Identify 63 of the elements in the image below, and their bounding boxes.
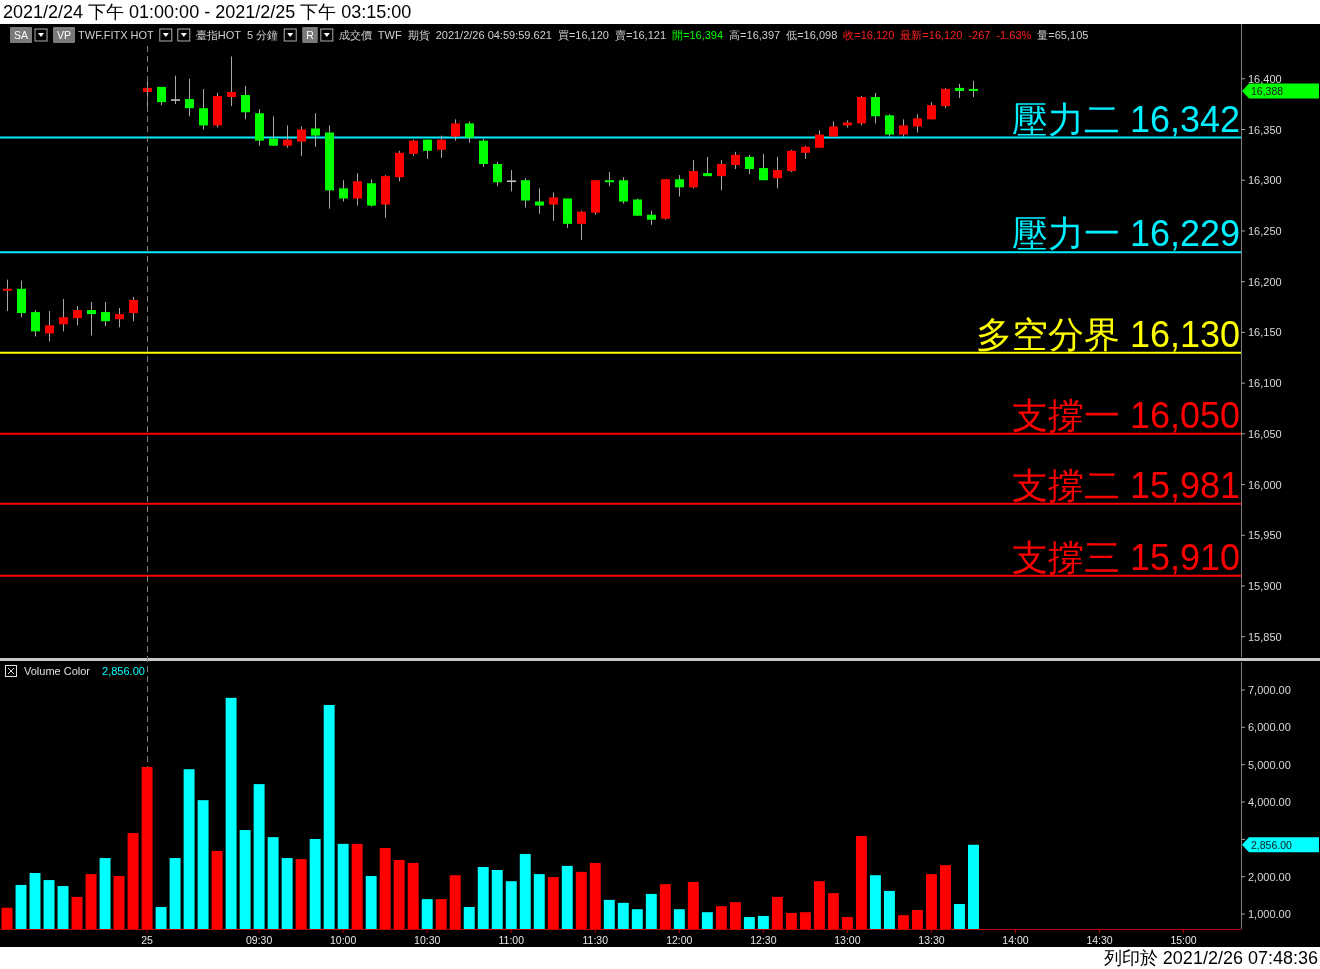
x-tick-label: 25 — [141, 934, 153, 946]
x-tick-label: 13:00 — [834, 934, 861, 946]
strip-text: 臺指HOT — [195, 29, 242, 41]
last-value-label: 16,388 — [1251, 84, 1284, 97]
y-tick-label: 16,150 — [1248, 326, 1282, 339]
strip-text: 賣=16,121 — [614, 29, 667, 41]
x-tick-label: 10:30 — [414, 934, 441, 946]
y-tick-label: 6,000.00 — [1248, 721, 1291, 734]
x-tick-label: 12:30 — [750, 934, 777, 946]
strip-text: 最新=16,120 — [900, 29, 963, 41]
strip-button-label: R — [306, 29, 314, 41]
y-tick-label: 15,850 — [1248, 630, 1282, 643]
y-tick-label: 16,250 — [1248, 224, 1282, 237]
legend-value: 2,856.00 — [102, 665, 145, 677]
strip-text: 成交價 — [338, 29, 372, 41]
y-tick-label: 16,300 — [1248, 174, 1282, 187]
strip-text: TWF — [377, 29, 402, 41]
strip-button-label: SA — [14, 29, 28, 41]
ref-line-label: 支撐一 16,050 — [1011, 394, 1240, 436]
last-value-label: 2,856.00 — [1251, 838, 1292, 851]
x-tick-label: 10:00 — [330, 934, 357, 946]
x-tick-label: 13:30 — [918, 934, 945, 946]
y-tick-label: 16,050 — [1248, 427, 1282, 440]
x-tick-label: 15:00 — [1170, 934, 1197, 946]
strip-text: 量=65,105 — [1037, 29, 1089, 41]
ref-line-label: 多空分界 16,130 — [975, 313, 1240, 355]
y-tick-label: 5,000.00 — [1248, 758, 1291, 771]
strip-text: 收=16,120 — [843, 29, 895, 41]
strip-text: 期貨 — [407, 29, 430, 41]
x-tick-label: 14:00 — [1002, 934, 1029, 946]
title: Volume Color — [24, 665, 91, 677]
ref-line-label: 壓力一 16,229 — [1011, 213, 1240, 255]
ref-line-label: 壓力二 16,342 — [1011, 98, 1240, 140]
title: 2021/2/24 下午 01:00:00 - 2021/2/25 下午 03:15:00 — [3, 2, 412, 22]
strip-text: 2021/2/26 04:59:59.621 — [435, 29, 552, 41]
strip-text: 開=16,394 — [672, 29, 724, 41]
x-tick-label: 12:00 — [666, 934, 693, 946]
strip-text: -267 — [968, 29, 991, 41]
y-tick-label: 16,200 — [1248, 275, 1282, 288]
strip-text: 5 分鐘 — [247, 29, 279, 41]
strip-text: 高=16,397 — [729, 29, 781, 41]
strip-text: -1.63% — [996, 29, 1032, 41]
y-tick-label: 15,900 — [1248, 580, 1282, 592]
footer: 列印於 2021/2/26 07:48:36 — [1103, 948, 1318, 968]
y-tick-label: 2,000.00 — [1248, 870, 1291, 883]
y-tick-label: 1,000.00 — [1248, 908, 1291, 921]
strip-text: 低=16,098 — [786, 29, 838, 41]
x-tick-label: 11:00 — [498, 934, 524, 946]
y-tick-label: 16,350 — [1248, 123, 1282, 136]
x-tick-label: 14:30 — [1086, 934, 1113, 946]
y-tick-label: 7,000.00 — [1248, 684, 1291, 696]
y-tick-label: 16,400 — [1248, 72, 1282, 85]
ref-line-label: 支撐二 15,981 — [1011, 464, 1240, 506]
x-tick-label: 09:30 — [246, 934, 273, 946]
y-tick-label: 16,000 — [1248, 478, 1282, 491]
strip-text: 買=16,120 — [557, 29, 609, 41]
y-tick-label: 15,950 — [1248, 529, 1282, 542]
x-tick-label: 11:30 — [582, 934, 609, 946]
y-tick-label: 4,000.00 — [1248, 796, 1291, 809]
ref-line-label: 支撐三 15,910 — [1011, 536, 1240, 578]
strip-button-label: VP — [57, 29, 72, 41]
y-tick-label: 16,100 — [1248, 377, 1282, 390]
strip-text: TWF.FITX HOT — [78, 29, 154, 41]
